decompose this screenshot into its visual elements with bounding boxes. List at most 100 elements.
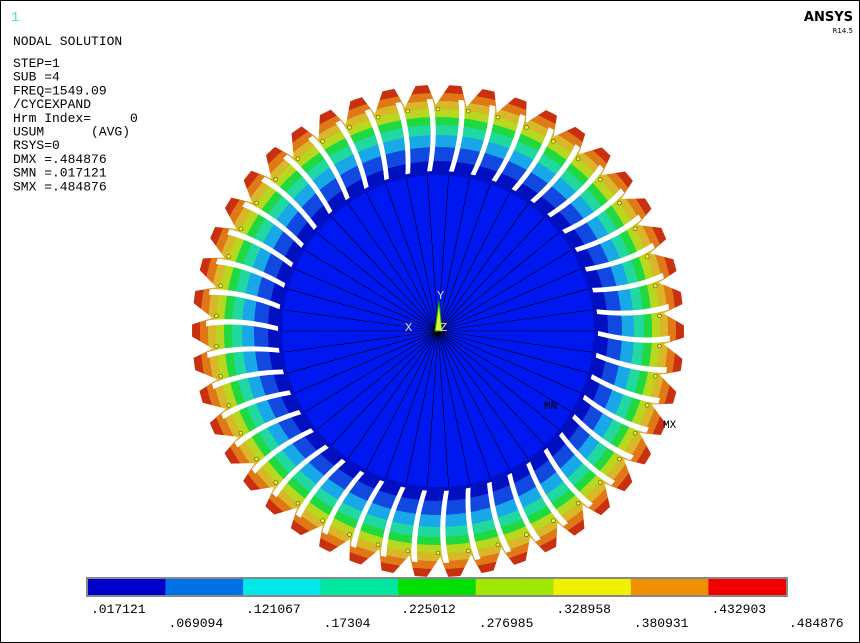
info-line: USUM (AVG) [13,125,130,140]
tip-gap [355,549,383,577]
tip-gap [188,367,218,395]
color-legend: .017121 .069094 .121067 .17304 .225012 .27698… [86,577,844,631]
spoke [304,330,439,413]
blade-slot [322,470,365,535]
tip-gap [296,108,321,140]
spoke [437,330,511,470]
blade-slot [465,487,481,561]
spoke [385,183,439,332]
blade-slot [234,409,302,448]
blade-slot [411,490,428,563]
spoke [437,330,589,374]
blade-slot [507,473,541,542]
blade-slot [364,109,389,181]
node-dot [617,200,622,206]
node-dot [597,177,603,182]
tip-gap [388,555,417,583]
spoke [437,249,572,332]
tip-gap [294,525,323,553]
info-line: SMX =.484876 [13,179,107,194]
node-dot [295,156,301,162]
blade-slot [380,486,406,558]
legend-label: .121067 [246,602,301,617]
blade-slot [208,289,281,310]
blade-slot [251,428,314,474]
spoke [347,203,439,332]
tip-gap [186,333,213,361]
triad-arrow [434,300,443,332]
tip-gap [323,539,351,567]
legend-label: .17304 [324,616,371,631]
node-dot [551,518,556,523]
spoke [316,330,439,430]
node-dot [320,139,325,144]
spoke [437,330,582,394]
tip-gap [269,126,294,158]
node-dot [218,283,223,289]
blade-slot [562,188,625,234]
blade-slot [242,201,304,248]
tip-gap [326,94,352,125]
node-dot [320,518,325,523]
spoke [385,330,439,479]
spoke [405,330,439,484]
spoke [437,330,545,446]
node-dot [644,254,650,259]
triad-x: X [405,321,412,335]
spoke [304,249,439,332]
triad-y: Y [437,289,444,303]
legend-label: .328958 [556,602,611,617]
spoke [437,309,593,332]
node-dot [524,532,529,537]
spoke [287,288,439,332]
info-line: SUB =4 [13,70,60,85]
node-dot [657,343,662,349]
blade-slot [526,461,568,527]
min-marker: MN [544,401,557,413]
node-dot [273,177,279,182]
node-dot [375,114,381,120]
tip-gap [425,79,454,106]
blade-slot [592,272,664,293]
blade-slot [448,99,465,172]
legend-label: .225012 [401,602,456,617]
spoke [287,330,439,374]
blade-slot [227,229,294,268]
blade-slot [590,374,661,404]
blade-slot [574,214,642,253]
tip-gap [245,148,272,179]
spoke [437,288,589,332]
tip-gap [525,95,553,123]
spoke [365,330,439,470]
blade-slot [597,331,670,343]
blade-slot [212,369,284,390]
node-dot [653,373,658,379]
node-dot [435,106,441,112]
legend-swatch [243,579,321,595]
spoke [427,330,439,487]
tip-gap [457,554,485,583]
spoke [437,216,545,332]
blade-slot [206,346,280,358]
tip-gap [225,173,253,203]
info-line: /CYCEXPAND [13,97,91,112]
tip-gap [357,84,385,115]
spoke [437,192,511,332]
blade-slot [530,144,581,204]
tip-gap [243,486,275,512]
blade-slot [221,390,292,420]
spoke [347,330,439,459]
tip-gap [637,204,669,229]
tip-gap [650,234,681,262]
blade-slot [511,127,554,192]
blade-slot [470,104,496,176]
tip-gap [189,265,217,293]
node-dot [214,343,219,349]
tip-gap [524,537,550,568]
spoke [437,203,529,332]
legend-swatch [708,579,786,595]
spoke [331,330,439,446]
blade-slot [215,258,286,288]
blade-slot [206,319,279,331]
